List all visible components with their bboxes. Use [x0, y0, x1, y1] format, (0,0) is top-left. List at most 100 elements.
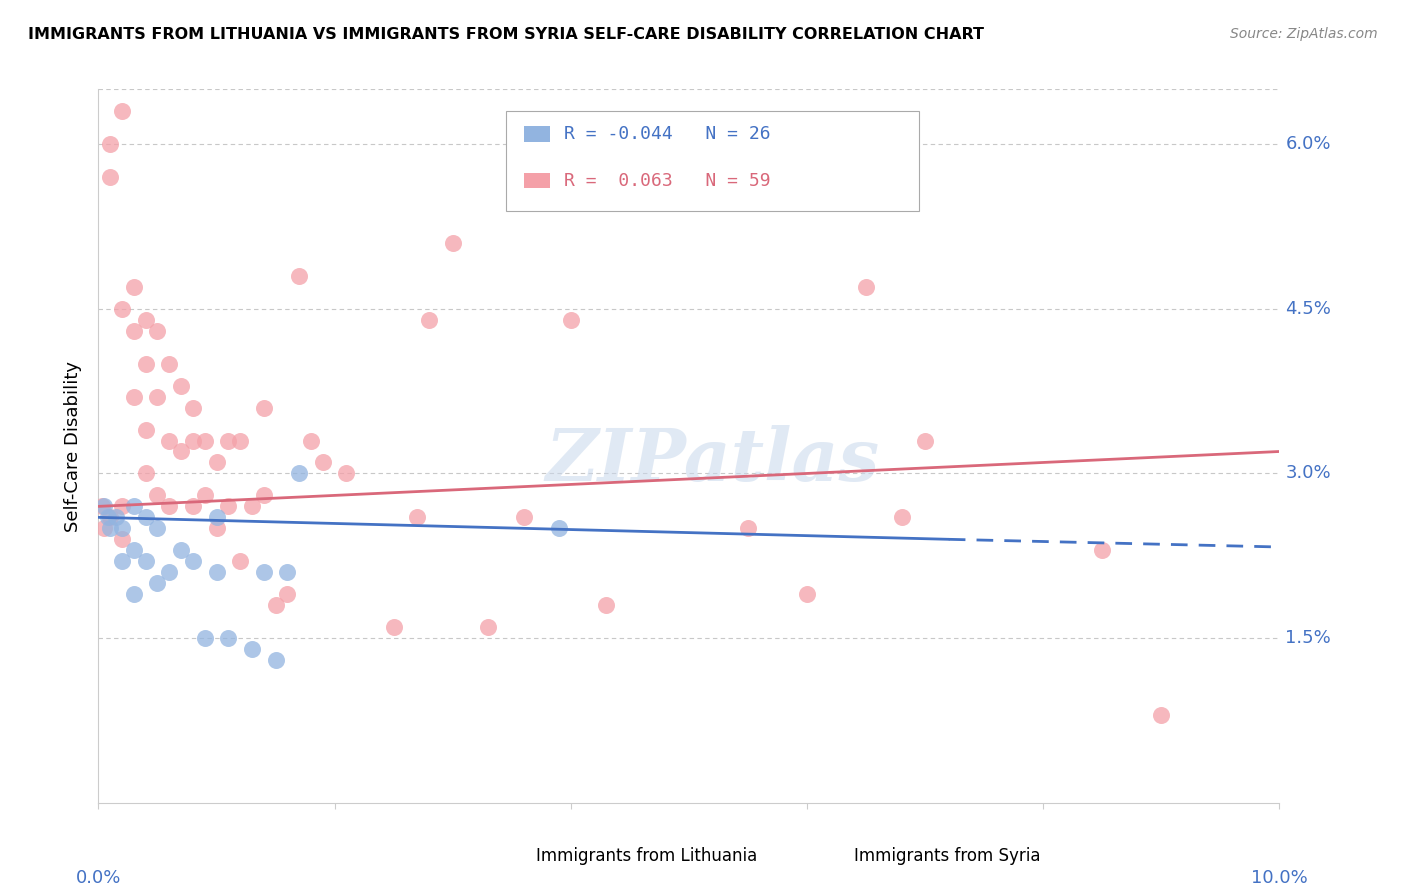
Point [253, 488, 276, 502]
Point [122, 280, 145, 294]
Point [135, 312, 157, 326]
Text: R =  0.063   N = 59: R = 0.063 N = 59 [564, 171, 770, 189]
Point [560, 312, 582, 326]
Point [418, 312, 440, 326]
Point [205, 455, 228, 469]
Point [1091, 543, 1114, 558]
Point [135, 554, 157, 568]
Point [205, 510, 228, 524]
Text: 10.0%: 10.0% [1251, 869, 1308, 887]
Point [146, 576, 169, 591]
Point [181, 500, 204, 514]
Point [181, 434, 204, 448]
Point [98, 510, 121, 524]
Point [157, 566, 180, 580]
Point [157, 434, 180, 448]
Point [595, 598, 617, 612]
Point [253, 566, 276, 580]
Text: 3.0%: 3.0% [1285, 465, 1331, 483]
Point [157, 500, 180, 514]
Point [299, 434, 322, 448]
Point [264, 653, 287, 667]
Point [855, 280, 877, 294]
Text: R = -0.044   N = 26: R = -0.044 N = 26 [564, 125, 770, 143]
Point [737, 521, 759, 535]
Text: Source: ZipAtlas.com: Source: ZipAtlas.com [1230, 27, 1378, 41]
Point [205, 566, 228, 580]
Point [229, 554, 252, 568]
Point [217, 500, 239, 514]
Point [111, 301, 134, 316]
Point [288, 268, 311, 283]
Point [122, 324, 145, 338]
Point [548, 521, 571, 535]
Point [194, 488, 217, 502]
Point [796, 587, 818, 601]
Point [98, 521, 121, 535]
Point [512, 510, 534, 524]
Point [312, 455, 335, 469]
Point [111, 533, 134, 547]
Point [157, 357, 180, 371]
Point [288, 467, 311, 481]
Point [98, 137, 121, 152]
Point [240, 500, 263, 514]
Point [382, 620, 405, 634]
Text: 6.0%: 6.0% [1285, 135, 1331, 153]
FancyBboxPatch shape [831, 851, 842, 862]
Point [93, 521, 115, 535]
Point [194, 631, 217, 645]
Point [105, 510, 128, 524]
Point [122, 543, 145, 558]
Point [253, 401, 276, 415]
Point [170, 444, 193, 458]
Y-axis label: Self-Care Disability: Self-Care Disability [65, 360, 83, 532]
Text: Immigrants from Syria: Immigrants from Syria [855, 847, 1040, 865]
Point [111, 500, 134, 514]
Point [205, 521, 228, 535]
Point [170, 378, 193, 392]
Text: ZIPatlas: ZIPatlas [546, 425, 880, 496]
Point [111, 104, 134, 119]
Point [93, 500, 115, 514]
Point [146, 488, 169, 502]
Point [276, 587, 298, 601]
Point [264, 598, 287, 612]
Point [890, 510, 912, 524]
Point [122, 500, 145, 514]
Point [135, 510, 157, 524]
Text: 0.0%: 0.0% [76, 869, 121, 887]
FancyBboxPatch shape [523, 173, 550, 188]
Point [217, 434, 239, 448]
Point [406, 510, 429, 524]
Point [217, 631, 239, 645]
Point [146, 324, 169, 338]
Text: 4.5%: 4.5% [1285, 300, 1331, 318]
Point [111, 521, 134, 535]
Point [135, 467, 157, 481]
Point [441, 235, 464, 250]
Point [1150, 708, 1173, 723]
Point [229, 434, 252, 448]
FancyBboxPatch shape [523, 127, 550, 142]
Point [181, 401, 204, 415]
Point [181, 554, 204, 568]
Point [98, 169, 121, 184]
Point [91, 500, 114, 514]
Point [111, 554, 134, 568]
Point [194, 434, 217, 448]
FancyBboxPatch shape [512, 851, 524, 862]
Text: IMMIGRANTS FROM LITHUANIA VS IMMIGRANTS FROM SYRIA SELF-CARE DISABILITY CORRELAT: IMMIGRANTS FROM LITHUANIA VS IMMIGRANTS … [28, 27, 984, 42]
Point [122, 390, 145, 404]
Point [335, 467, 357, 481]
Text: 1.5%: 1.5% [1285, 629, 1331, 647]
Point [135, 423, 157, 437]
Point [170, 543, 193, 558]
Point [122, 587, 145, 601]
Point [914, 434, 936, 448]
Point [146, 521, 169, 535]
Point [477, 620, 499, 634]
Point [240, 642, 263, 657]
Point [276, 566, 298, 580]
Text: Immigrants from Lithuania: Immigrants from Lithuania [536, 847, 756, 865]
